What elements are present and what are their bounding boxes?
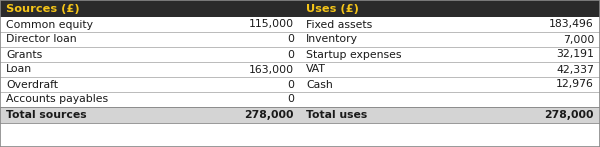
Text: VAT: VAT: [306, 65, 326, 75]
Bar: [0, 32, 600, 47]
Text: 0: 0: [287, 50, 294, 60]
Text: Grants: Grants: [6, 50, 42, 60]
Text: Inventory: Inventory: [306, 35, 358, 45]
Text: 278,000: 278,000: [245, 110, 294, 120]
Text: Total uses: Total uses: [306, 110, 367, 120]
Text: 0: 0: [287, 80, 294, 90]
Text: Common equity: Common equity: [6, 20, 93, 30]
Bar: [0, 107, 600, 123]
Text: Total sources: Total sources: [6, 110, 86, 120]
Text: 0: 0: [287, 95, 294, 105]
Text: Overdraft: Overdraft: [6, 80, 58, 90]
Bar: [0, 0, 600, 17]
Bar: [0, 62, 600, 77]
Text: Accounts payables: Accounts payables: [6, 95, 108, 105]
Text: Startup expenses: Startup expenses: [306, 50, 401, 60]
Text: 7,000: 7,000: [563, 35, 594, 45]
Text: Loan: Loan: [6, 65, 32, 75]
Text: 32,191: 32,191: [556, 50, 594, 60]
Text: 183,496: 183,496: [549, 20, 594, 30]
Text: 12,976: 12,976: [556, 80, 594, 90]
Text: Sources (£): Sources (£): [6, 4, 80, 14]
Text: 42,337: 42,337: [556, 65, 594, 75]
Bar: [0, 77, 600, 92]
Text: 278,000: 278,000: [545, 110, 594, 120]
Text: 163,000: 163,000: [249, 65, 294, 75]
Bar: [0, 17, 600, 32]
Text: 0: 0: [287, 35, 294, 45]
Text: Cash: Cash: [306, 80, 333, 90]
Text: 115,000: 115,000: [249, 20, 294, 30]
Text: Uses (£): Uses (£): [306, 4, 359, 14]
Text: Director loan: Director loan: [6, 35, 77, 45]
Bar: [0, 47, 600, 62]
Text: Fixed assets: Fixed assets: [306, 20, 372, 30]
Bar: [0, 92, 600, 107]
